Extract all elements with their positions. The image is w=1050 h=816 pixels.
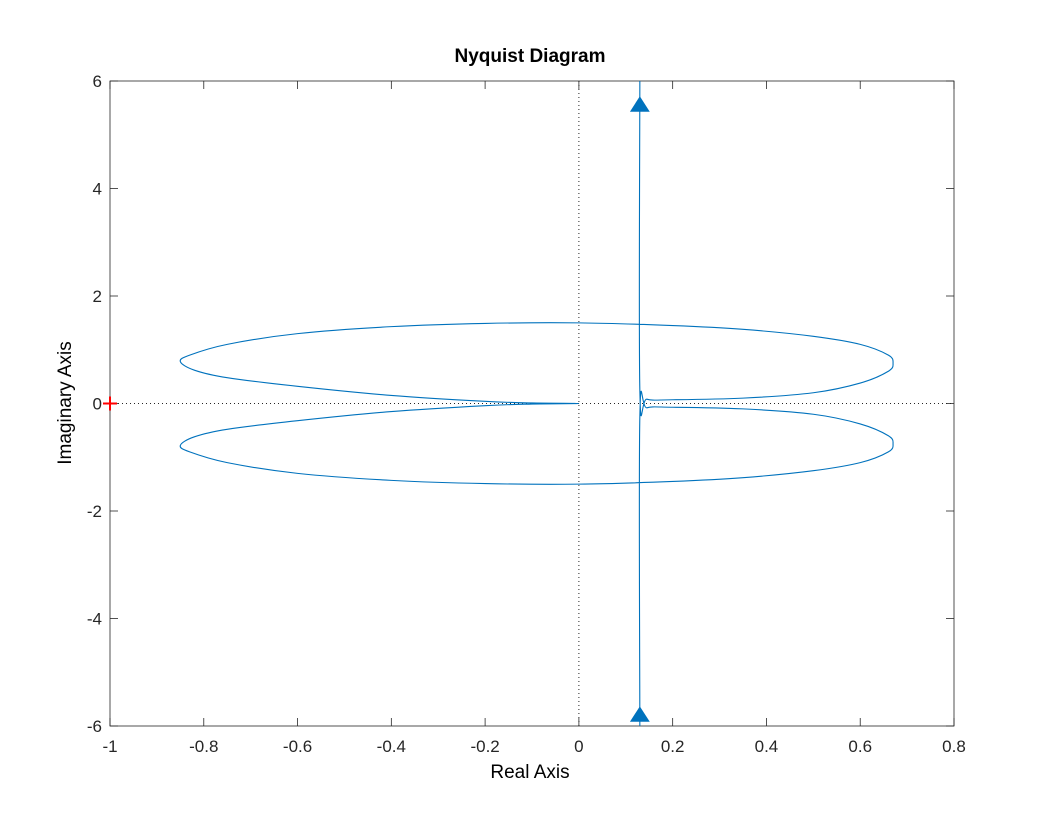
y-tick-label: 0 [93, 395, 102, 414]
y-tick-label: 4 [93, 180, 102, 199]
y-axis-label: Imaginary Axis [55, 341, 76, 465]
x-tick-label: -0.4 [377, 737, 406, 756]
nyquist-curve [179, 80, 894, 727]
chart-title: Nyquist Diagram [455, 46, 606, 67]
x-tick-label: -0.6 [283, 737, 312, 756]
y-tick-label: 2 [93, 287, 102, 306]
y-tick-labels: 6 4 2 0 -2 -4 -6 [87, 72, 102, 736]
x-tick-label: -1 [102, 737, 117, 756]
direction-arrow-icon [629, 96, 650, 112]
x-tick-labels: -1 -0.8 -0.6 -0.4 -0.2 0 0.2 0.4 0.6 0.8 [102, 737, 965, 756]
direction-arrow-icon [629, 706, 650, 722]
y-tick-label: 6 [93, 72, 102, 91]
plot-area [103, 80, 955, 727]
x-tick-label: 0.2 [661, 737, 685, 756]
y-tick-label: -6 [87, 717, 102, 736]
x-tick-label: 0.4 [755, 737, 779, 756]
x-tick-label: -0.2 [470, 737, 499, 756]
x-tick-label: -0.8 [189, 737, 218, 756]
y-tick-label: -2 [87, 502, 102, 521]
y-tick-label: -4 [87, 610, 102, 629]
x-tick-label: 0.6 [848, 737, 872, 756]
x-tick-label: 0 [574, 737, 583, 756]
x-tick-label: 0.8 [942, 737, 966, 756]
x-axis-label: Real Axis [490, 762, 569, 783]
